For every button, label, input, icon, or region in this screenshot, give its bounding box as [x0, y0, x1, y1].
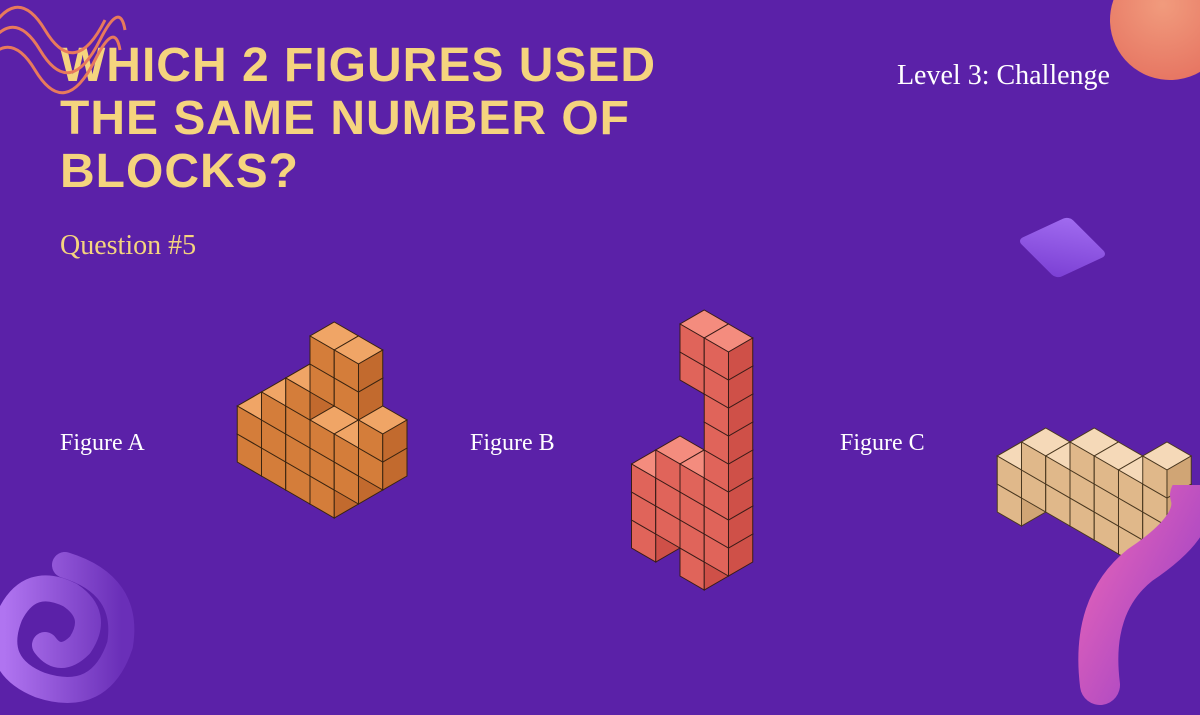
figure-b [590, 270, 810, 610]
question-number: Question #5 [60, 230, 196, 262]
figure-b-label: Figure B [470, 430, 555, 457]
question-title: WHICH 2 FIGURES USED THE SAME NUMBER OF … [60, 40, 760, 198]
figure-a-label: Figure A [60, 430, 145, 457]
level-label: Level 3: Challenge [897, 60, 1110, 92]
squiggle-decoration-icon [0, 0, 130, 140]
figure-a [200, 310, 460, 570]
figure-c-label: Figure C [840, 430, 925, 457]
spiral-decoration-icon [0, 545, 150, 715]
tube-decoration-icon [1070, 485, 1200, 705]
diamond-decoration-icon [1017, 216, 1108, 279]
